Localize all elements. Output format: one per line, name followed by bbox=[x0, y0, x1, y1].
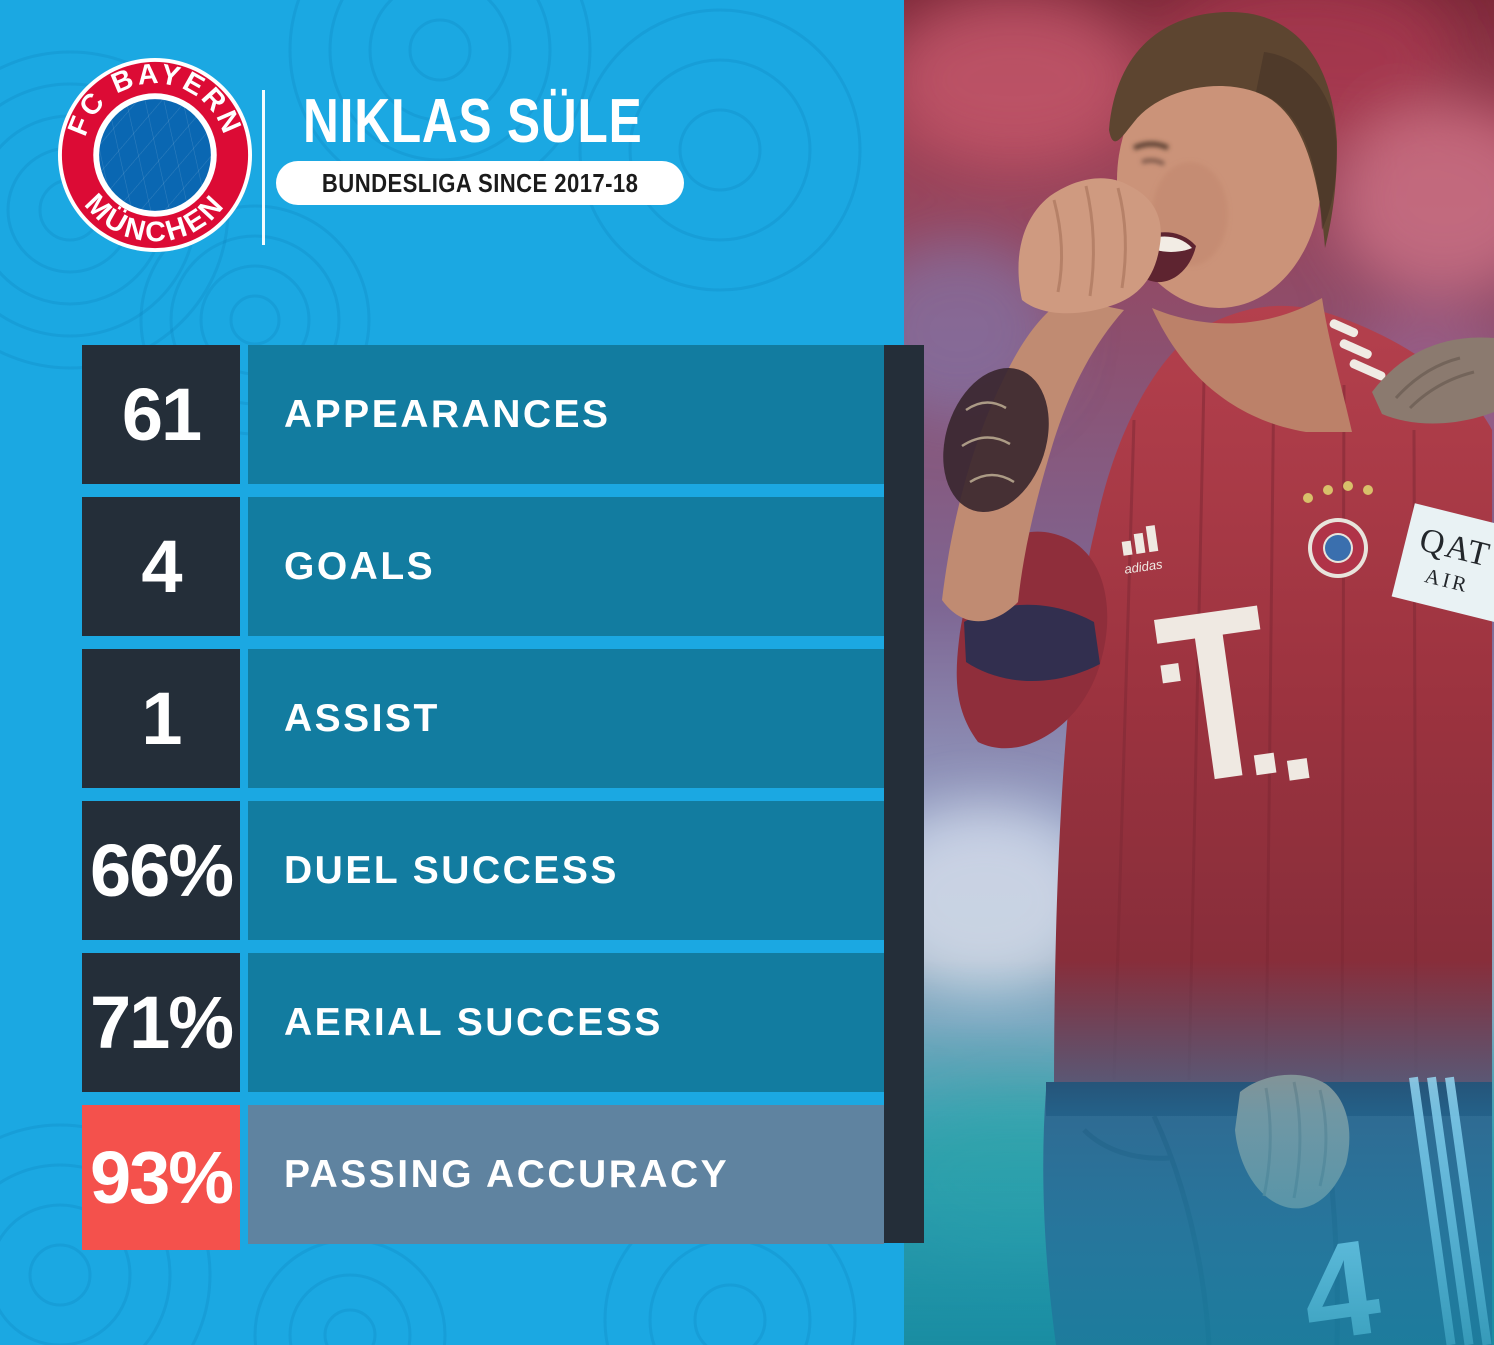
svg-text:adidas: adidas bbox=[1123, 556, 1164, 576]
stats-block: 61 APPEARANCES 4 GOALS 1 ASSIST 66% DUEL… bbox=[82, 345, 884, 1257]
stat-bar: AERIAL SUCCESS bbox=[248, 953, 884, 1092]
stat-row-appearances: 61 APPEARANCES bbox=[82, 345, 884, 484]
stat-label: PASSING ACCURACY bbox=[284, 1152, 730, 1196]
subtitle-text: BUNDESLIGA SINCE 2017-18 bbox=[321, 167, 639, 198]
photo-cyan-overlay bbox=[904, 960, 1494, 1345]
subtitle-pill: BUNDESLIGA SINCE 2017-18 bbox=[276, 161, 685, 205]
stat-bar: DUEL SUCCESS bbox=[248, 801, 884, 940]
club-crest-logo: FC BAYERN MÜNCHEN bbox=[57, 58, 253, 253]
stat-label: DUEL SUCCESS bbox=[284, 848, 619, 892]
stat-label: ASSIST bbox=[284, 696, 440, 740]
stat-value: 1 bbox=[82, 649, 240, 788]
stat-row-assist: 1 ASSIST bbox=[82, 649, 884, 788]
stat-bar: ASSIST bbox=[248, 649, 884, 788]
photo-shoulder-stripes bbox=[1329, 319, 1386, 381]
stat-value: 93% bbox=[82, 1105, 240, 1250]
photo-sleeve-patch: QAT AIR bbox=[1391, 503, 1494, 625]
stat-label: GOALS bbox=[284, 544, 436, 588]
stat-label: APPEARANCES bbox=[284, 392, 611, 436]
stat-value: 61 bbox=[82, 345, 240, 484]
photo-player-neck bbox=[1152, 298, 1352, 432]
stat-bar: APPEARANCES bbox=[248, 345, 884, 484]
photo-player-raised-arm bbox=[942, 178, 1161, 622]
photo-chest-crest bbox=[1303, 481, 1373, 578]
stat-bar: GOALS bbox=[248, 497, 884, 636]
stat-value: 66% bbox=[82, 801, 240, 940]
stat-row-passing-accuracy: 93% PASSING ACCURACY bbox=[82, 1105, 884, 1250]
photo-telekom-logo bbox=[1154, 605, 1310, 781]
stat-value: 4 bbox=[82, 497, 240, 636]
player-name: NIKLAS SÜLE bbox=[303, 87, 643, 156]
stat-value: 71% bbox=[82, 953, 240, 1092]
player-photo: adidas QAT AIR bbox=[904, 0, 1494, 1345]
header-divider bbox=[262, 90, 265, 245]
stat-label: AERIAL SUCCESS bbox=[284, 1000, 663, 1044]
photo-teammate-hand bbox=[1372, 337, 1494, 424]
stat-row-duel-success: 66% DUEL SUCCESS bbox=[82, 801, 884, 940]
stat-row-goals: 4 GOALS bbox=[82, 497, 884, 636]
stats-edge-strip bbox=[884, 345, 924, 1243]
stat-row-aerial-success: 71% AERIAL SUCCESS bbox=[82, 953, 884, 1092]
photo-player-jersey bbox=[956, 305, 1492, 1090]
photo-adidas-logo: adidas bbox=[1121, 525, 1164, 577]
stat-bar: PASSING ACCURACY bbox=[248, 1105, 884, 1244]
